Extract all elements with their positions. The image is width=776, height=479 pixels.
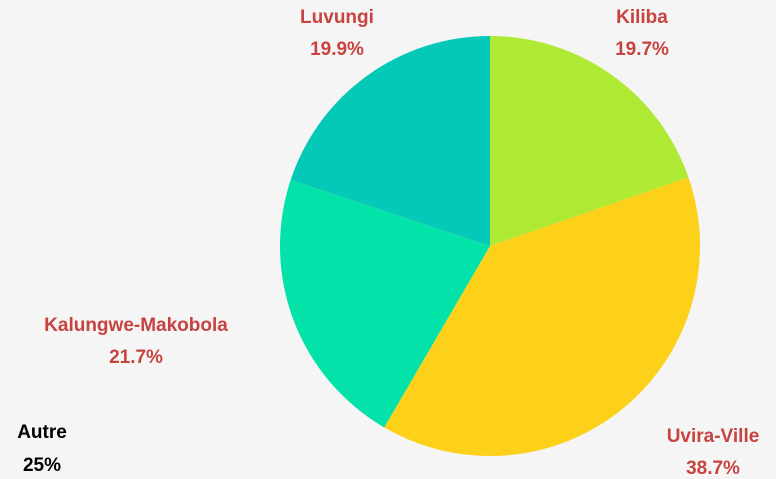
annotation-text: Autre — [17, 422, 67, 443]
slice-name: Luvungi — [300, 7, 374, 28]
slices — [280, 36, 700, 457]
slice-name: Kalungwe-Makobola — [44, 315, 228, 336]
slice-name: Uvira-Ville — [667, 426, 760, 447]
annotation-value: 25% — [23, 455, 61, 476]
pie-slice — [384, 177, 700, 457]
pie-slice — [290, 36, 490, 246]
slice-value: 38.7% — [686, 458, 740, 479]
slice-value: 19.7% — [615, 39, 669, 60]
pie-slice — [280, 179, 490, 428]
pie-slice — [490, 36, 689, 246]
slice-value: 19.9% — [310, 39, 364, 60]
slice-name: Kiliba — [616, 7, 668, 28]
slice-value: 21.7% — [109, 347, 163, 368]
